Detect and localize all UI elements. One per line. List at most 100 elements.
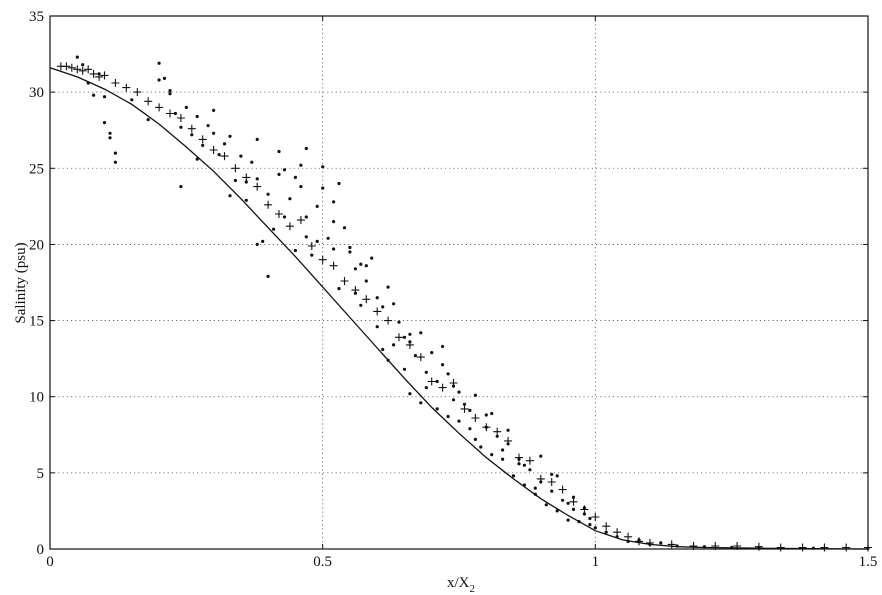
plus-point (296, 216, 305, 225)
plus-point (73, 65, 82, 74)
dot-point (266, 192, 270, 196)
y-tick-label: 20 (29, 237, 44, 253)
dot-point (113, 151, 117, 155)
dot-point (588, 516, 592, 521)
plus-point (84, 65, 93, 74)
dot-point (162, 76, 167, 80)
dot-point (179, 185, 183, 189)
dot-point (419, 331, 423, 335)
plus-point (318, 255, 327, 264)
plus-point (449, 379, 458, 387)
x-axis-label-main: x/X (447, 575, 470, 591)
plus-point (482, 423, 491, 432)
dot-point (555, 474, 559, 478)
dot-point (441, 363, 445, 367)
dot-point (468, 427, 472, 431)
dot-point (315, 204, 319, 208)
dot-point (408, 392, 412, 396)
plus-point (515, 453, 523, 462)
x-tick-label: 0.5 (313, 554, 332, 570)
dot-point (435, 407, 439, 411)
plus-point (253, 182, 262, 191)
dot-point (212, 131, 216, 135)
plus-point (362, 295, 371, 304)
dot-point (310, 253, 314, 257)
dot-point (92, 93, 96, 97)
dot-point (381, 347, 385, 352)
plus-point (395, 333, 403, 342)
dot-point (146, 118, 150, 122)
dot-point (108, 131, 112, 135)
dot-point (659, 541, 663, 545)
dot-point (364, 264, 368, 268)
dot-point (353, 267, 357, 271)
dot-point (490, 411, 494, 416)
dot-point (392, 343, 396, 347)
dot-point (261, 239, 265, 243)
dot-point (424, 386, 428, 390)
plus-point (78, 66, 87, 75)
dot-point (299, 163, 303, 167)
dot-point (304, 146, 308, 151)
dot-point (326, 236, 330, 240)
dot-point (190, 133, 194, 137)
dot-point (495, 434, 499, 438)
plus-point (667, 540, 676, 549)
plus-point (493, 427, 502, 436)
dot-point (533, 492, 537, 496)
dot-point (522, 483, 527, 487)
y-axis-label: Salinity (psu) (13, 242, 29, 323)
dot-point (304, 235, 308, 239)
plus-point (122, 83, 131, 92)
plus-point (220, 152, 229, 161)
dot-point (430, 351, 434, 355)
dot-point (288, 197, 292, 201)
dot-point (277, 172, 281, 176)
x-tick-label: 0 (46, 554, 54, 570)
plus-point (264, 200, 273, 209)
plus-point (176, 114, 185, 122)
plus-point (89, 69, 98, 78)
plus-point (373, 307, 382, 316)
dot-point (102, 121, 107, 125)
dot-point (484, 413, 488, 417)
dot-point (195, 114, 199, 119)
dot-point (255, 242, 259, 246)
dot-point (386, 358, 390, 362)
plus-point (558, 485, 567, 494)
plus-point (416, 353, 425, 362)
dot-point (304, 215, 308, 219)
dot-point (386, 285, 390, 289)
dot-point (550, 472, 554, 476)
dot-point (168, 92, 172, 96)
plus-point (144, 97, 153, 106)
plus-point (329, 261, 338, 270)
dot-point (299, 185, 303, 189)
dot-series (75, 55, 870, 550)
dot-point (75, 55, 79, 59)
dot-point (239, 154, 243, 158)
plus-point (591, 513, 600, 521)
dot-point (522, 463, 527, 467)
dot-point (473, 393, 477, 397)
dot-point (544, 503, 548, 507)
dot-point (282, 168, 287, 172)
plus-point (166, 109, 174, 118)
dot-point (332, 220, 336, 224)
plus-point (100, 71, 109, 80)
dot-point (293, 175, 297, 179)
dot-point (571, 495, 576, 499)
dot-point (108, 136, 112, 140)
dot-point (375, 296, 379, 300)
dot-point (490, 453, 494, 457)
dot-point (130, 98, 134, 102)
dot-point (381, 305, 385, 309)
dot-point (179, 125, 183, 129)
plus-point (569, 497, 578, 506)
dot-point (348, 245, 352, 250)
plus-point (242, 173, 251, 182)
plus-point (133, 88, 142, 97)
plus-point (438, 383, 447, 392)
dot-point (184, 105, 188, 109)
dot-point (479, 445, 483, 449)
